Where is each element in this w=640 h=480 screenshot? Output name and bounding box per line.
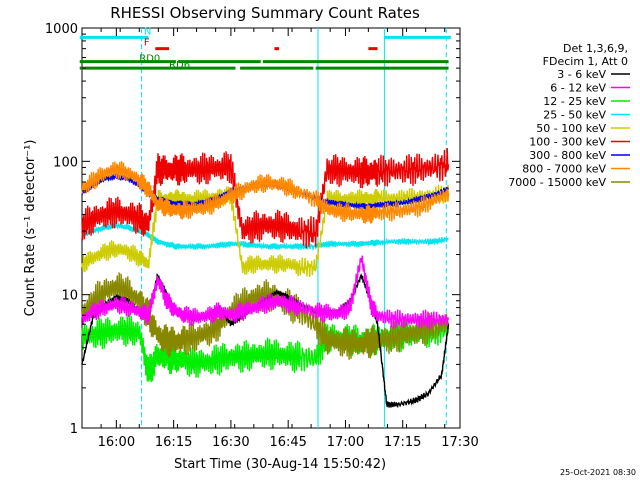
x-tick-label-0: 16:00 [98, 435, 135, 450]
flag-label-3: RD6 [169, 60, 190, 71]
x-tick-label-1: 16:15 [155, 435, 192, 450]
flag-label-1: F [144, 38, 150, 49]
legend-entry-6: 300 - 800 keV [529, 149, 606, 162]
series-line-1 [81, 255, 450, 330]
x-tick-label-6: 17:30 [441, 435, 478, 450]
timestamp: 25-Oct-2021 08:30 [560, 468, 636, 477]
x-axis-label: Start Time (30-Aug-14 15:50:42) [174, 457, 386, 472]
x-tick-label-4: 17:00 [327, 435, 364, 450]
legend-entry-4: 50 - 100 keV [536, 122, 606, 135]
x-tick-label-5: 17:15 [384, 435, 421, 450]
legend-entry-3: 25 - 50 keV [543, 109, 606, 122]
y-tick-label-3: 1000 [45, 22, 78, 37]
legend-entry-5: 100 - 300 keV [529, 136, 606, 149]
series-layer [81, 147, 450, 409]
legend-header-fdecim: FDecim 1, Att 0 [543, 55, 628, 68]
chart-title: RHESSI Observing Summary Count Rates [110, 4, 420, 22]
flag-label-0: N [144, 26, 151, 37]
y-tick-label-1: 10 [61, 289, 78, 304]
x-tick-label-2: 16:30 [212, 435, 249, 450]
flag-label-2: RD0 [139, 54, 160, 65]
legend-entry-0: 3 - 6 keV [557, 68, 606, 81]
x-tick-label-3: 16:45 [269, 435, 306, 450]
legend: Det 1,3,6,9, FDecim 1, Att 0 3 - 6 keV6 … [508, 42, 630, 189]
legend-entry-8: 7000 - 15000 keV [508, 176, 606, 189]
series-line-7 [81, 161, 450, 224]
series-line-5 [81, 147, 450, 249]
axis-ticks: 1 10 100 1000 16:00 16:15 16:30 16:45 17:00 17:15… [45, 22, 479, 450]
y-tick-label-0: 1 [70, 422, 78, 437]
y-axis-label: Count Rate (s⁻¹ detector⁻¹) [23, 140, 38, 317]
y-tick-label-2: 100 [53, 155, 78, 170]
flag-bars: NF RD0 RD6 [79, 26, 451, 71]
legend-entry-7: 800 - 7000 keV [522, 163, 606, 176]
series-line-4 [81, 184, 450, 278]
legend-entry-1: 6 - 12 keV [550, 82, 606, 95]
legend-entry-2: 12 - 25 keV [543, 95, 606, 108]
legend-header-det: Det 1,3,6,9, [563, 42, 628, 55]
series-line-2 [81, 314, 450, 383]
